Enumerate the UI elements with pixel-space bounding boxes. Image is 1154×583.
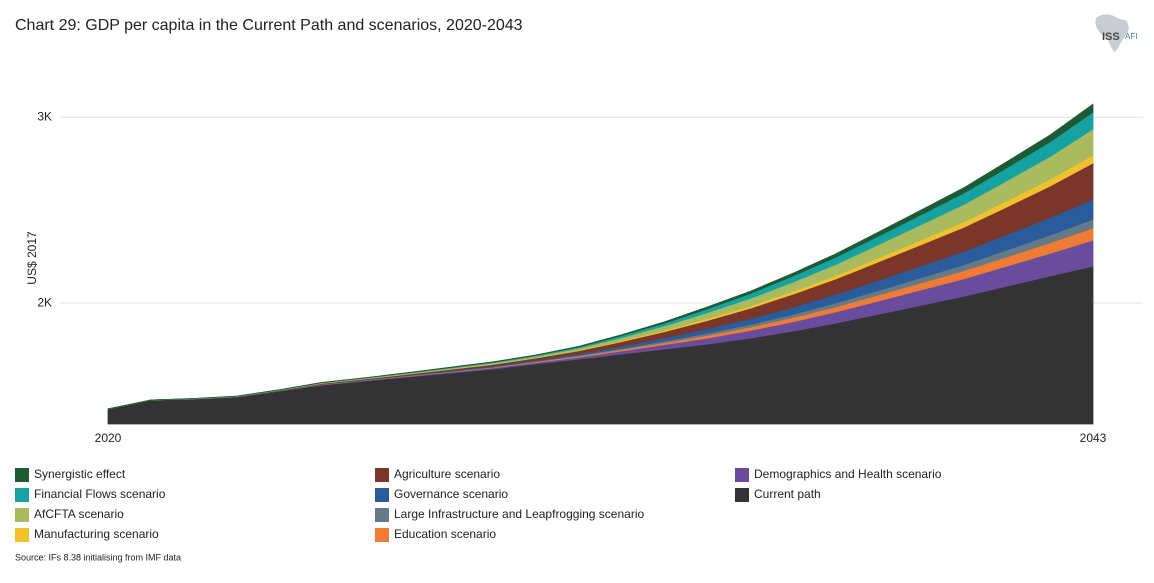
legend-swatch: [15, 528, 29, 542]
legend-label: Current path: [754, 487, 821, 501]
area: [107, 103, 1094, 410]
logo: ISS AFI: [1095, 14, 1137, 52]
legend-swatch: [15, 468, 29, 482]
legend-swatch: [15, 488, 29, 502]
legend-swatch: [735, 468, 749, 482]
legend-swatch: [15, 508, 29, 522]
chart-title: Chart 29: GDP per capita in the Current …: [15, 17, 523, 34]
logo-sub: AFI: [1125, 32, 1137, 41]
source: Source: IFs 8.38 initialising from IMF d…: [15, 552, 181, 562]
x-tick-label: 2043: [1080, 431, 1107, 445]
legend-label: Governance scenario: [394, 487, 508, 501]
legend-swatch: [735, 488, 749, 502]
legend-label: Manufacturing scenario: [34, 527, 159, 541]
legend-label: Demographics and Health scenario: [754, 467, 942, 481]
legend-swatch: [375, 528, 389, 542]
x-tick-label: 2020: [95, 431, 122, 445]
legend-swatch: [375, 488, 389, 502]
legend-label: Agriculture scenario: [394, 467, 500, 481]
legend-label: Synergistic effect: [34, 467, 126, 481]
y-axis-label: US$ 2017: [25, 231, 39, 285]
legend-swatch: [375, 508, 389, 522]
legend-label: Education scenario: [394, 527, 496, 541]
legend-label: Financial Flows scenario: [34, 487, 166, 501]
logo-text: ISS: [1102, 31, 1120, 43]
legend-label: Large Infrastructure and Leapfrogging sc…: [394, 507, 644, 521]
legend-swatch: [375, 468, 389, 482]
legend-label: AfCFTA scenario: [34, 507, 124, 521]
y-tick-label: 3K: [37, 109, 52, 123]
y-tick-label: 2K: [37, 295, 52, 309]
logo-map: [1095, 14, 1129, 52]
